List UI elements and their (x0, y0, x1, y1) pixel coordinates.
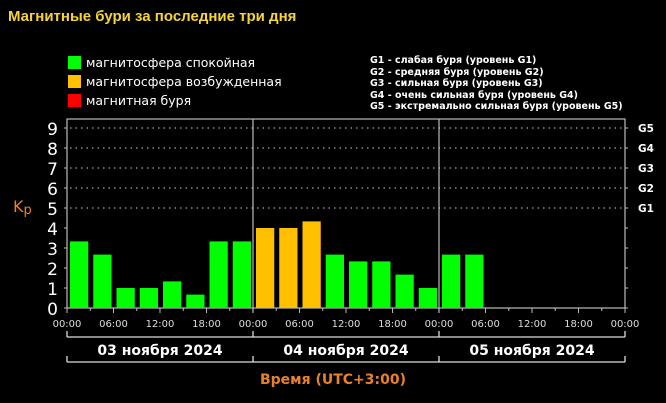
x-axis-title: Время (UTC+3:00) (259, 372, 407, 388)
green-swatch-icon (68, 56, 81, 69)
x-tick-label: 00:00 (611, 319, 640, 330)
kp-bar (70, 241, 89, 308)
legend-label: магнитная буря (86, 93, 192, 108)
x-tick-label: 12:00 (332, 319, 361, 330)
yellow-swatch-icon (68, 75, 81, 88)
g-level-label: G2 (638, 183, 654, 195)
legend-item-storm: магнитная буря (68, 91, 282, 110)
kp-bar (279, 228, 298, 308)
y-tick-label: 7 (47, 160, 58, 180)
g-legend-item: G2 - средняя буря (уровень G2) (370, 66, 544, 78)
g-legend-item: G5 - экстремально сильная буря (уровень … (370, 101, 623, 112)
y-tick-label: 2 (47, 260, 58, 280)
y-tick-label: 9 (47, 120, 58, 140)
kp-bar (372, 261, 391, 308)
kp-bar (418, 288, 437, 308)
y-tick-label: 5 (47, 200, 58, 220)
x-tick-label: 00:00 (53, 319, 82, 330)
g-level-label: G1 (638, 203, 654, 215)
kp-bar (116, 288, 135, 308)
kp-bar (302, 221, 321, 308)
x-tick-label: 18:00 (378, 319, 407, 330)
x-tick-label: 06:00 (285, 319, 314, 330)
kp-bar (186, 294, 205, 308)
plot-frame (66, 118, 626, 309)
g-level-label: G5 (638, 123, 654, 135)
kp-bar (325, 254, 344, 308)
day-label: 04 ноября 2024 (283, 343, 409, 359)
kp-bar (465, 254, 484, 308)
x-tick-label: 06:00 (99, 319, 128, 330)
kp-bar (395, 274, 414, 308)
legend-item-quiet: магнитосфера спокойная (68, 53, 282, 72)
chart-title: Магнитные бури за последние три дня (8, 8, 297, 25)
status-legend: магнитосфера спокойная магнитосфера возб… (68, 53, 282, 110)
kp-bar (232, 241, 251, 308)
red-swatch-icon (68, 94, 81, 107)
legend-label: магнитосфера возбужденная (86, 74, 282, 89)
x-tick-label: 06:00 (471, 319, 500, 330)
x-tick-label: 00:00 (425, 319, 454, 330)
y-tick-label: 8 (47, 140, 58, 160)
g-level-label: G3 (638, 163, 654, 175)
legend-label: магнитосфера спокойная (86, 55, 256, 70)
kp-bar (93, 254, 112, 308)
x-tick-label: 18:00 (564, 319, 593, 330)
day-label: 03 ноября 2024 (97, 343, 223, 359)
y-tick-label: 0 (47, 300, 58, 320)
x-tick-label: 18:00 (192, 319, 221, 330)
kp-bar (163, 281, 182, 308)
kp-bar (442, 254, 461, 308)
kp-bar (256, 228, 275, 308)
x-tick-label: 12:00 (146, 319, 175, 330)
y-tick-label: 3 (47, 240, 58, 260)
kp-bar (139, 288, 158, 308)
kp-bar (349, 261, 368, 308)
y-axis-label: Kp (13, 197, 32, 218)
x-tick-label: 00:00 (239, 319, 268, 330)
g-level-legend: G1 - слабая буря (уровень G1) G2 - средн… (370, 55, 623, 113)
g-level-label: G4 (638, 143, 654, 155)
x-tick-label: 12:00 (518, 319, 547, 330)
kp-bar (209, 241, 228, 308)
g-legend-item: G1 - слабая буря (уровень G1) (370, 55, 537, 66)
y-tick-label: 1 (47, 280, 58, 300)
g-legend-item: G3 - сильная буря (уровень G3) (370, 78, 543, 89)
y-tick-label: 6 (47, 180, 58, 200)
y-tick-label: 4 (47, 220, 58, 240)
g-legend-item: G4 - очень сильная буря (уровень G4) (370, 89, 578, 101)
day-label: 05 ноября 2024 (469, 343, 595, 359)
legend-item-active: магнитосфера возбужденная (68, 72, 282, 91)
